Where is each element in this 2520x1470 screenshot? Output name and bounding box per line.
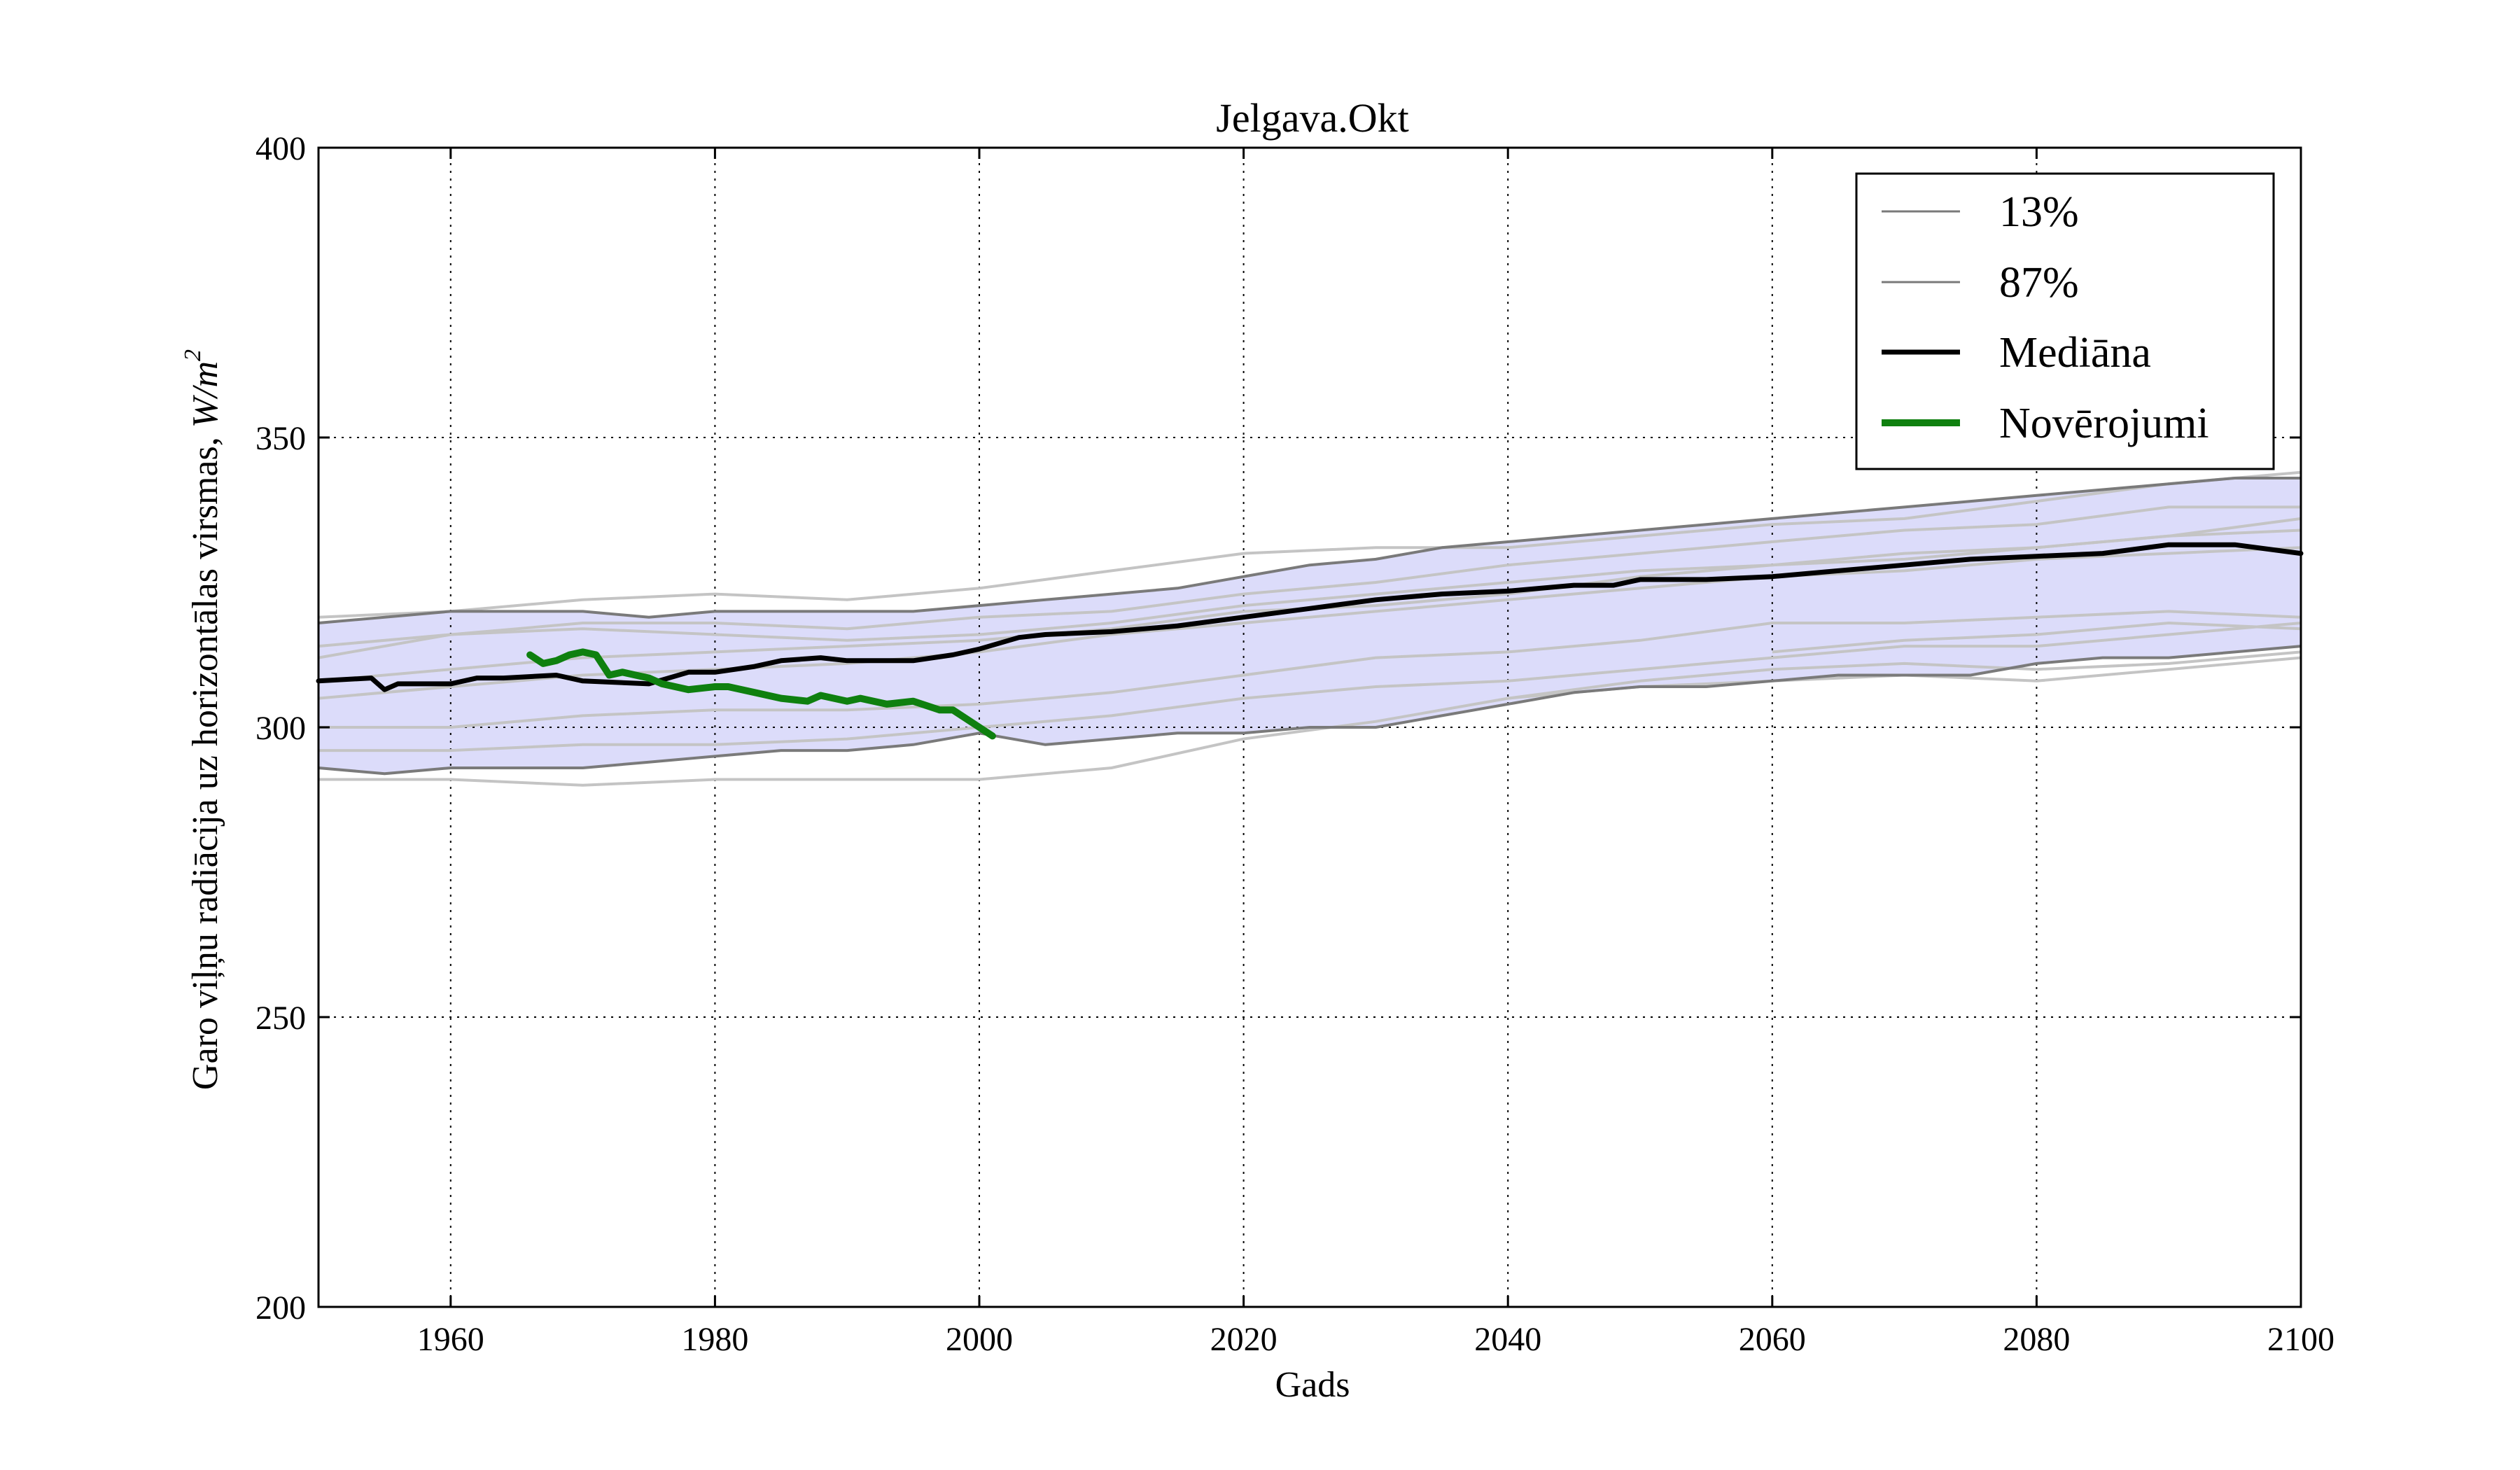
x-tick-label: 2000 — [946, 1321, 1013, 1358]
x-tick-label: 1980 — [681, 1321, 748, 1358]
ensemble-member-line — [318, 517, 2302, 648]
y-axis-label-unit: W/m — [186, 361, 225, 428]
ensemble-member-line — [318, 470, 2302, 619]
x-tick-label: 2100 — [2267, 1321, 2334, 1358]
chart-title: Jelgava.Okt — [1216, 95, 1408, 141]
series-line-observations — [526, 648, 996, 740]
ensemble-member-line — [318, 505, 2301, 659]
y-tick-label: 300 — [255, 710, 306, 747]
series-line-87pct — [318, 477, 2301, 624]
ensemble-member-line — [318, 610, 2302, 729]
x-tick-label: 2040 — [1474, 1321, 1541, 1358]
y-axis-label-unit-exponent: 2 — [180, 349, 206, 361]
y-tick-label: 350 — [255, 420, 306, 457]
legend-label-median: Mediāna — [1999, 329, 2151, 377]
series-line-median — [316, 542, 2304, 692]
x-tick-label: 1960 — [417, 1321, 484, 1358]
ensemble-member-line — [318, 650, 2302, 787]
y-tick-label: 250 — [255, 1000, 306, 1037]
legend-label-observations: Novērojumi — [1999, 400, 2209, 447]
x-axis-label: Gads — [1275, 1365, 1350, 1405]
legend-label-13: 13% — [1999, 188, 2079, 236]
legend: 13% 87% Mediāna Novērojumi — [1855, 172, 2275, 470]
ensemble-member-line — [318, 622, 2302, 752]
y-axis-label: Garo viļņu radiācija uz horizontālas vir… — [180, 349, 225, 1090]
series-line-13pct — [318, 645, 2302, 776]
y-axis-label-main: Garo viļņu radiācija uz horizontālas vir… — [186, 428, 225, 1090]
y-tick-label: 200 — [255, 1289, 306, 1326]
y-tick-label: 400 — [255, 130, 306, 167]
ensemble-member-line — [318, 546, 2302, 700]
x-tick-label: 2020 — [1210, 1321, 1278, 1358]
ensemble-member-line — [1772, 622, 2302, 654]
tick-layer: 1960 1980 2000 2020 2040 2060 2080 2100 200 250 30… — [255, 130, 2334, 1358]
x-tick-label: 2080 — [2003, 1321, 2070, 1358]
legend-label-87: 87% — [1999, 259, 2079, 307]
ensemble-layer — [318, 470, 2302, 787]
series-layer — [316, 542, 2304, 740]
x-tick-label: 2060 — [1739, 1321, 1806, 1358]
